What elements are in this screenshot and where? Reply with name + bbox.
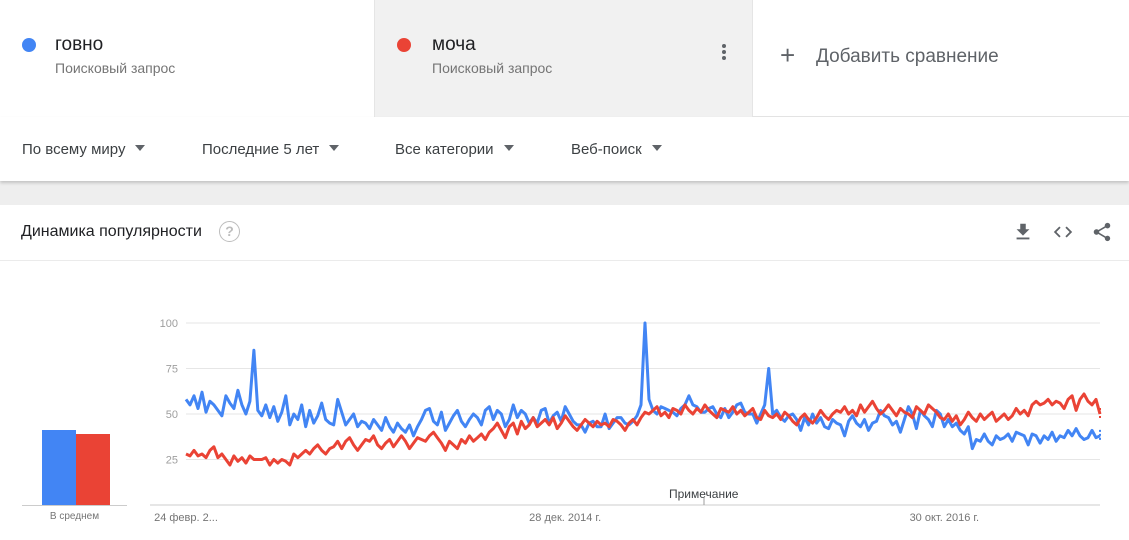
average-bar-2 — [76, 433, 110, 505]
time-range-dropdown[interactable]: Последние 5 лет — [202, 141, 340, 158]
interest-line-chart[interactable]: 25 50 75 100 24 февр. 2... 28 дек. 2014 г. 30 … — [0, 205, 1129, 540]
plus-icon: + — [780, 40, 796, 70]
y-tick-label: 75 — [166, 364, 178, 376]
search-term-1[interactable]: говно Поисковый запрос — [0, 0, 375, 117]
search-term-2-subtitle: Поисковый запрос — [432, 60, 553, 76]
caret-down-icon — [651, 145, 662, 152]
series-line-2[interactable] — [185, 392, 1102, 467]
time-range-dropdown-label: Последние 5 лет — [202, 141, 320, 158]
more-vert-icon[interactable] — [721, 44, 727, 62]
card-header: Динамика популярности ? — [0, 205, 1129, 261]
category-dropdown-label: Все категории — [395, 141, 494, 158]
help-icon[interactable]: ? — [219, 221, 240, 242]
comparison-bar: говно Поисковый запрос моча Поисковый за… — [0, 0, 1129, 117]
search-type-dropdown-label: Веб-поиск — [571, 141, 642, 158]
add-comparison-button[interactable]: + Добавить сравнение — [753, 0, 1129, 117]
series-line-1[interactable] — [184, 321, 1101, 451]
caret-down-icon — [503, 145, 514, 152]
y-tick-label: 50 — [166, 409, 178, 421]
share-icon[interactable] — [1091, 221, 1113, 243]
annotation-label[interactable]: Примечание — [669, 487, 739, 501]
filter-bar: По всему миру Последние 5 лет Все катего… — [0, 117, 1129, 181]
caret-down-icon — [135, 145, 146, 152]
download-icon[interactable] — [1012, 221, 1034, 243]
x-tick-label: 24 февр. 2... — [154, 512, 218, 524]
search-term-1-subtitle: Поисковый запрос — [55, 60, 176, 76]
caret-down-icon — [329, 145, 340, 152]
average-bar-1 — [42, 430, 76, 505]
region-dropdown[interactable]: По всему миру — [22, 141, 146, 158]
search-term-2[interactable]: моча Поисковый запрос — [375, 0, 753, 117]
section-divider — [0, 181, 1129, 205]
region-dropdown-label: По всему миру — [22, 141, 126, 158]
x-tick-label: 30 окт. 2016 г. — [910, 512, 980, 524]
y-tick-label: 100 — [160, 318, 178, 330]
search-term-2-name[interactable]: моча — [432, 34, 476, 55]
interest-over-time-card: Динамика популярности ? В среднем 25 50 75… — [0, 205, 1129, 540]
add-comparison-label: Добавить сравнение — [816, 46, 999, 67]
y-tick-label: 25 — [166, 455, 178, 467]
search-type-dropdown[interactable]: Веб-поиск — [571, 141, 662, 158]
series-color-dot-1 — [22, 38, 36, 52]
average-panel: В среднем — [0, 261, 150, 540]
average-label: В среднем — [49, 511, 100, 522]
x-tick-label: 28 дек. 2014 г. — [529, 512, 601, 524]
average-axis — [22, 505, 127, 506]
embed-icon[interactable] — [1052, 221, 1074, 243]
search-term-1-name[interactable]: говно — [55, 34, 104, 55]
card-title: Динамика популярности — [21, 223, 202, 240]
series-color-dot-2 — [397, 38, 411, 52]
category-dropdown[interactable]: Все категории — [395, 141, 514, 158]
